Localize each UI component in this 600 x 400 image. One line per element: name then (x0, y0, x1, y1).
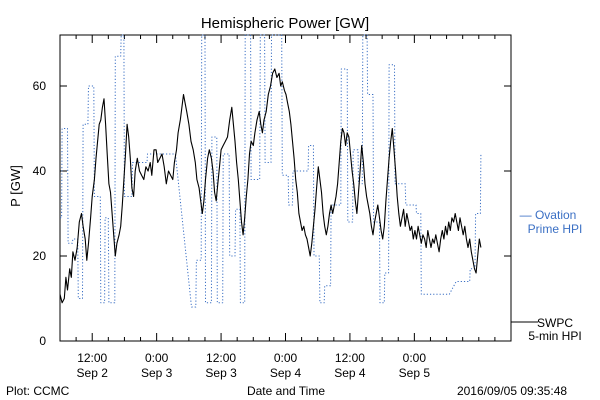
y-axis-ticks: 0 20 40 60 (33, 79, 511, 348)
x-tick-label-date: Sep 4 (334, 366, 366, 380)
x-tick-label-date: Sep 2 (77, 366, 109, 380)
x-tick-label-time: 12:00 (335, 351, 365, 365)
legend-ovation-line1: — Ovation (520, 208, 577, 222)
series-ovation-prime-hpi-line (60, 34, 482, 308)
plot-credit: Plot: CCMC (6, 384, 70, 398)
legend: — Ovation Prime HPI SWPC 5-min HPI (511, 208, 582, 343)
x-axis-label: Date and Time (247, 384, 325, 398)
legend-swpc-line2: 5-min HPI (528, 329, 581, 343)
timestamp: 2016/09/05 09:35:48 (457, 384, 567, 398)
x-tick-label-time: 12:00 (77, 351, 107, 365)
y-tick-label: 40 (33, 164, 47, 178)
series-layer (59, 34, 482, 308)
x-tick-label-date: Sep 3 (141, 366, 173, 380)
y-axis-label: P [GW] (8, 165, 23, 207)
y-tick-label: 0 (39, 334, 46, 348)
x-tick-label-date: Sep 4 (270, 366, 302, 380)
y-tick-label: 60 (33, 79, 47, 93)
legend-ovation-line2: Prime HPI (528, 222, 583, 236)
chart-title: Hemispheric Power [GW] (201, 15, 369, 32)
y-tick-label: 20 (33, 249, 47, 263)
x-tick-label-time: 0:00 (274, 351, 298, 365)
plot-frame (59, 34, 512, 342)
x-tick-label-date: Sep 3 (205, 366, 237, 380)
x-tick-label-time: 0:00 (145, 351, 169, 365)
legend-swpc-line1: SWPC (537, 316, 573, 330)
x-tick-label-time: 12:00 (206, 351, 236, 365)
series-swpc-5min-hpi-line (59, 68, 482, 304)
x-tick-label-date: Sep 5 (399, 366, 431, 380)
x-tick-label-time: 0:00 (403, 351, 427, 365)
